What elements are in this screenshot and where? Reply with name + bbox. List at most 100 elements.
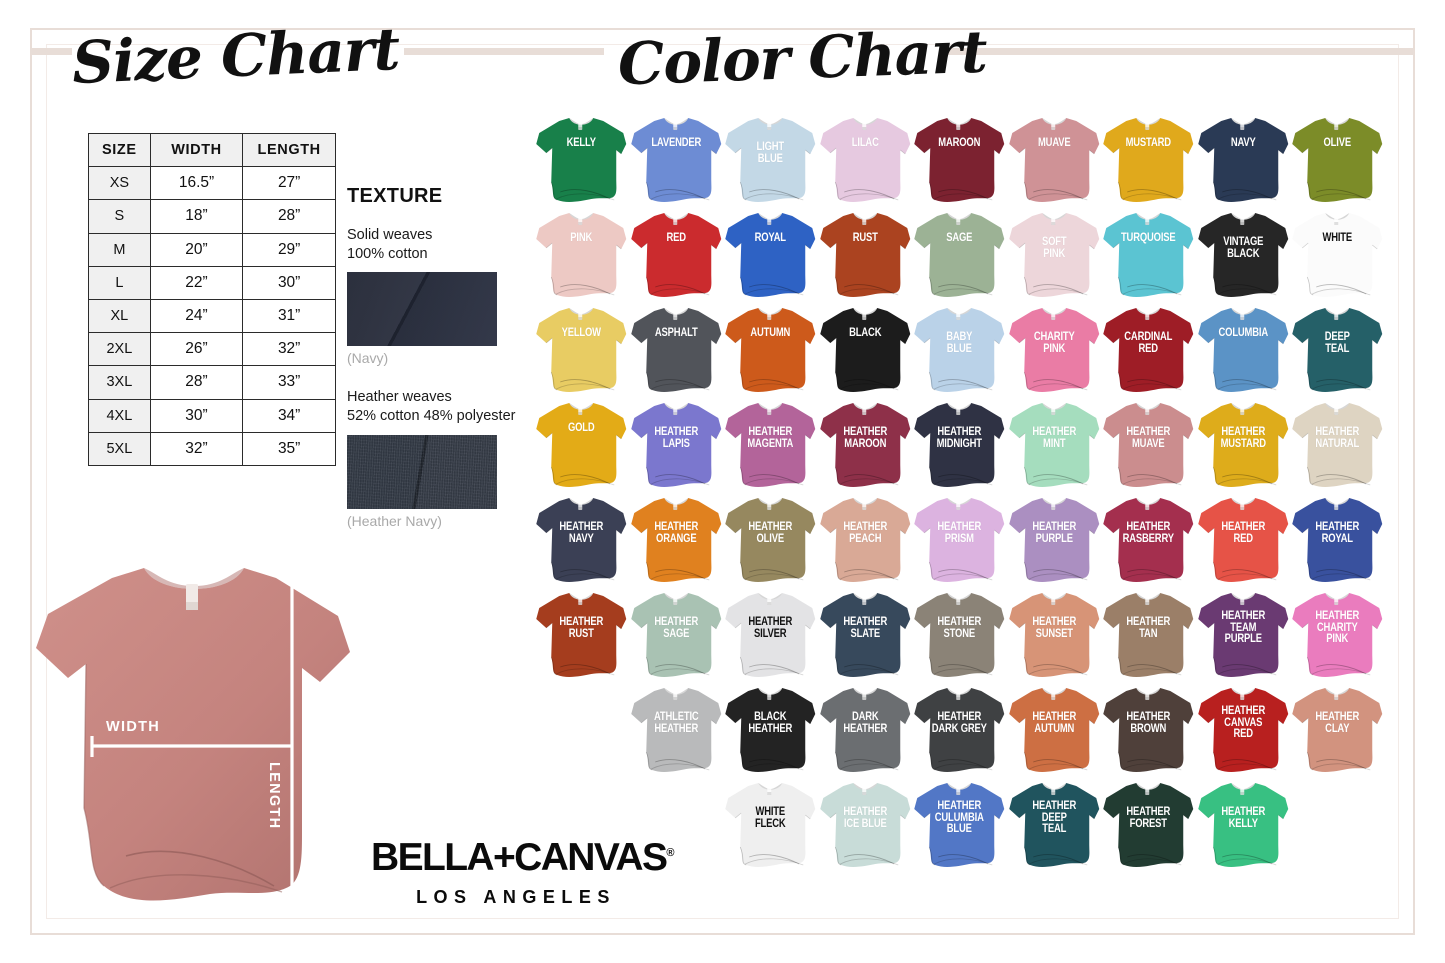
color-swatch-heather-peach[interactable]: HEATHER PEACH	[818, 492, 913, 587]
color-swatch-light-blue[interactable]: LIGHT BLUE	[723, 112, 818, 207]
color-swatch-columbia[interactable]: COLUMBIA	[1196, 302, 1291, 397]
texture-heading: TEXTURE	[347, 185, 443, 207]
color-swatch-maroon[interactable]: MAROON	[912, 112, 1007, 207]
color-swatch-gold[interactable]: GOLD	[534, 397, 629, 492]
width-cell: 22”	[149, 265, 244, 300]
color-swatch-pink[interactable]: PINK	[534, 207, 629, 302]
color-swatch-heather-midnight[interactable]: HEATHER MIDNIGHT	[912, 397, 1007, 492]
color-swatch-heather-magenta[interactable]: HEATHER MAGENTA	[723, 397, 818, 492]
color-row: PINK RED ROYAL RUST	[534, 207, 1414, 302]
size-cell: 4XL	[88, 398, 151, 433]
color-swatch-heather-sage[interactable]: HEATHER SAGE	[629, 587, 724, 682]
color-swatch-rust[interactable]: RUST	[818, 207, 913, 302]
color-swatch-muave[interactable]: MUAVE	[1007, 112, 1102, 207]
width-cell: 26”	[149, 332, 244, 367]
size-table-body: XS 16.5” 27” S 18” 28” M 20” 29” L 22” 30” XL 24” 31” 2…	[88, 166, 336, 466]
title-rule-middle	[404, 48, 604, 55]
color-swatch-kelly[interactable]: KELLY	[534, 112, 629, 207]
color-row: WHITE FLECK HEATHER ICE BLUE HEATHER CUL…	[534, 777, 1414, 872]
color-swatch-heather-mint[interactable]: HEATHER MINT	[1007, 397, 1102, 492]
color-swatch-heather-culumbia-blue[interactable]: HEATHER CULUMBIA BLUE	[912, 777, 1007, 872]
color-swatch-heather-natural[interactable]: HEATHER NATURAL	[1290, 397, 1385, 492]
color-swatch-heather-charity-pink[interactable]: HEATHER CHARITY PINK	[1290, 587, 1385, 682]
color-swatch-heather-muave[interactable]: HEATHER MUAVE	[1101, 397, 1196, 492]
color-swatch-baby-blue[interactable]: BABY BLUE	[912, 302, 1007, 397]
color-swatch-white-fleck[interactable]: WHITE FLECK	[723, 777, 818, 872]
color-swatch-heather-forest[interactable]: HEATHER FOREST	[1101, 777, 1196, 872]
color-swatch-heather-prism[interactable]: HEATHER PRISM	[912, 492, 1007, 587]
color-row: ATHLETIC HEATHER BLACK HEATHER DARK HEAT…	[534, 682, 1414, 777]
length-cell: 27”	[242, 166, 336, 201]
length-cell: 31”	[242, 298, 336, 334]
length-cell: 35”	[242, 431, 336, 466]
color-swatch-heather-navy[interactable]: HEATHER NAVY	[534, 492, 629, 587]
width-cell: 16.5”	[149, 166, 244, 201]
color-swatch-heather-orange[interactable]: HEATHER ORANGE	[629, 492, 724, 587]
color-swatch-heather-stone[interactable]: HEATHER STONE	[912, 587, 1007, 682]
length-measure-label: LENGTH	[266, 762, 282, 830]
size-cell: XS	[88, 166, 151, 201]
color-swatch-heather-lapis[interactable]: HEATHER LAPIS	[629, 397, 724, 492]
color-swatch-deep-teal[interactable]: DEEP TEAL	[1290, 302, 1385, 397]
color-swatch-heather-tan[interactable]: HEATHER TAN	[1101, 587, 1196, 682]
color-swatch-black-heather[interactable]: BLACK HEATHER	[723, 682, 818, 777]
width-cell: 32”	[149, 431, 244, 466]
color-row: GOLD HEATHER LAPIS HEATHER MAGENTA HEATH…	[534, 397, 1414, 492]
color-swatch-lilac[interactable]: LILAC	[818, 112, 913, 207]
color-swatch-heather-mustard[interactable]: HEATHER MUSTARD	[1196, 397, 1291, 492]
grid-spacer	[534, 777, 629, 872]
size-table-col-width: WIDTH	[149, 132, 244, 168]
color-swatch-athletic-heather[interactable]: ATHLETIC HEATHER	[629, 682, 724, 777]
color-swatch-heather-ice-blue[interactable]: HEATHER ICE BLUE	[818, 777, 913, 872]
color-swatch-vintage-black[interactable]: VINTAGE BLACK	[1196, 207, 1291, 302]
color-swatch-heather-deep-teal[interactable]: HEATHER DEEP TEAL	[1007, 777, 1102, 872]
color-swatch-heather-slate[interactable]: HEATHER SLATE	[818, 587, 913, 682]
color-swatch-red[interactable]: RED	[629, 207, 724, 302]
color-swatch-heather-red[interactable]: HEATHER RED	[1196, 492, 1291, 587]
color-swatch-heather-canvas-red[interactable]: HEATHER CANVAS RED	[1196, 682, 1291, 777]
color-swatch-heather-maroon[interactable]: HEATHER MAROON	[818, 397, 913, 492]
color-swatch-white[interactable]: WHITE	[1290, 207, 1385, 302]
heather-weave-description: Heather weaves 52% cotton 48% polyester	[347, 389, 516, 425]
color-swatch-soft-pink[interactable]: SOFT PINK	[1007, 207, 1102, 302]
color-swatch-heather-silver[interactable]: HEATHER SILVER	[723, 587, 818, 682]
color-swatch-heather-rasberry[interactable]: HEATHER RASBERRY	[1101, 492, 1196, 587]
color-swatch-heather-kelly[interactable]: HEATHER KELLY	[1196, 777, 1291, 872]
length-cell: 29”	[242, 232, 336, 267]
color-swatch-cardinal-red[interactable]: CARDINAL RED	[1101, 302, 1196, 397]
color-swatch-yellow[interactable]: YELLOW	[534, 302, 629, 397]
texture-section: TEXTURE Solid weaves 100% cotton (Navy) …	[347, 185, 519, 551]
grid-spacer	[629, 777, 724, 872]
table-row: XL 24” 31”	[88, 298, 336, 334]
width-cell: 30”	[149, 398, 244, 433]
color-swatch-heather-dark-grey[interactable]: HEATHER DARK GREY	[912, 682, 1007, 777]
color-swatch-royal[interactable]: ROYAL	[723, 207, 818, 302]
color-swatch-heather-purple[interactable]: HEATHER PURPLE	[1007, 492, 1102, 587]
color-swatch-heather-olive[interactable]: HEATHER OLIVE	[723, 492, 818, 587]
size-cell: L	[88, 265, 151, 300]
width-cell: 24”	[149, 298, 244, 334]
color-chart-grid: KELLY LAVENDER LIGHT BLUE LILAC	[534, 112, 1414, 872]
color-swatch-heather-sunset[interactable]: HEATHER SUNSET	[1007, 587, 1102, 682]
color-swatch-charity-pink[interactable]: CHARITY PINK	[1007, 302, 1102, 397]
color-swatch-navy[interactable]: NAVY	[1196, 112, 1291, 207]
color-swatch-dark-heather[interactable]: DARK HEATHER	[818, 682, 913, 777]
color-swatch-heather-clay[interactable]: HEATHER CLAY	[1290, 682, 1385, 777]
title-rule-right	[944, 48, 1414, 55]
color-swatch-heather-brown[interactable]: HEATHER BROWN	[1101, 682, 1196, 777]
table-row: S 18” 28”	[88, 199, 336, 234]
color-swatch-heather-autumn[interactable]: HEATHER AUTUMN	[1007, 682, 1102, 777]
color-swatch-heather-rust[interactable]: HEATHER RUST	[534, 587, 629, 682]
solid-weave-caption: (Navy)	[347, 350, 389, 367]
color-swatch-olive[interactable]: OLIVE	[1290, 112, 1385, 207]
color-swatch-heather-team-purple[interactable]: HEATHER TEAM PURPLE	[1196, 587, 1291, 682]
color-swatch-heather-royal[interactable]: HEATHER ROYAL	[1290, 492, 1385, 587]
color-swatch-black[interactable]: BLACK	[818, 302, 913, 397]
color-swatch-sage[interactable]: SAGE	[912, 207, 1007, 302]
color-swatch-autumn[interactable]: AUTUMN	[723, 302, 818, 397]
color-swatch-lavender[interactable]: LAVENDER	[629, 112, 724, 207]
color-swatch-asphalt[interactable]: ASPHALT	[629, 302, 724, 397]
color-swatch-turquoise[interactable]: TURQUOISE	[1101, 207, 1196, 302]
grid-spacer	[534, 682, 629, 777]
color-swatch-mustard[interactable]: MUSTARD	[1101, 112, 1196, 207]
